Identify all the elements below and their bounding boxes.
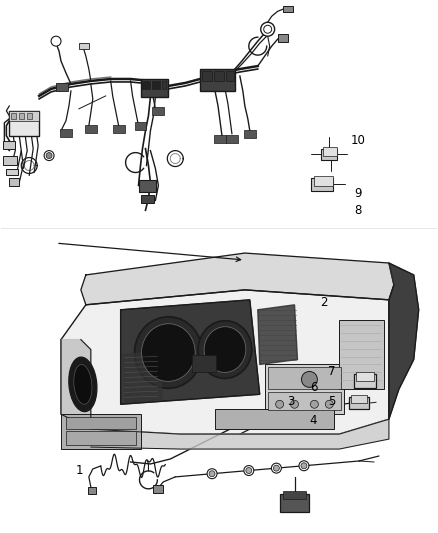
FancyBboxPatch shape [141,196,155,203]
Circle shape [311,400,318,408]
FancyBboxPatch shape [283,6,293,12]
FancyBboxPatch shape [279,494,309,512]
Polygon shape [91,419,389,449]
FancyBboxPatch shape [61,414,141,449]
Circle shape [276,400,283,408]
FancyBboxPatch shape [141,79,168,97]
FancyBboxPatch shape [56,83,68,91]
Ellipse shape [141,324,195,382]
FancyBboxPatch shape [314,176,333,187]
Polygon shape [81,253,394,305]
Text: 5: 5 [328,395,336,408]
Ellipse shape [134,317,202,389]
FancyBboxPatch shape [142,81,150,89]
FancyBboxPatch shape [11,113,16,119]
FancyBboxPatch shape [244,130,256,138]
Circle shape [246,467,252,473]
Text: 3: 3 [287,395,294,408]
FancyBboxPatch shape [162,81,166,89]
Circle shape [301,372,318,387]
FancyBboxPatch shape [202,71,212,81]
FancyBboxPatch shape [9,111,39,136]
Ellipse shape [198,321,252,378]
FancyBboxPatch shape [4,141,15,149]
Circle shape [272,463,281,473]
Text: 10: 10 [351,134,366,147]
FancyBboxPatch shape [113,125,124,133]
Circle shape [46,152,52,158]
FancyBboxPatch shape [192,354,216,373]
FancyBboxPatch shape [79,43,89,49]
Text: 6: 6 [310,381,317,394]
FancyBboxPatch shape [226,71,234,81]
FancyBboxPatch shape [9,179,19,187]
FancyBboxPatch shape [152,107,164,115]
Circle shape [325,400,333,408]
FancyBboxPatch shape [268,392,341,410]
Circle shape [244,465,254,475]
FancyBboxPatch shape [339,320,384,389]
FancyBboxPatch shape [138,181,156,192]
FancyBboxPatch shape [85,125,97,133]
Polygon shape [120,300,260,404]
Text: 2: 2 [320,296,327,309]
FancyBboxPatch shape [321,149,337,159]
Circle shape [290,400,298,408]
Circle shape [209,471,215,477]
Polygon shape [61,290,389,434]
FancyBboxPatch shape [66,417,135,429]
FancyBboxPatch shape [19,113,24,119]
Ellipse shape [74,365,92,404]
FancyBboxPatch shape [66,431,135,445]
Circle shape [207,469,217,479]
Text: 4: 4 [310,414,317,427]
Text: 1: 1 [76,464,84,477]
FancyBboxPatch shape [283,491,307,499]
FancyBboxPatch shape [152,81,160,89]
FancyBboxPatch shape [311,179,333,191]
FancyBboxPatch shape [9,111,39,121]
FancyBboxPatch shape [214,135,226,143]
FancyBboxPatch shape [4,156,17,165]
Polygon shape [61,340,91,429]
Text: 8: 8 [355,204,362,217]
Ellipse shape [69,357,97,411]
FancyBboxPatch shape [134,122,146,130]
FancyBboxPatch shape [323,147,337,156]
Ellipse shape [204,327,246,373]
FancyBboxPatch shape [226,135,238,143]
FancyBboxPatch shape [153,485,163,493]
Text: 9: 9 [354,187,362,200]
Polygon shape [123,352,162,402]
FancyBboxPatch shape [7,168,18,175]
FancyBboxPatch shape [27,113,32,119]
Text: 7: 7 [328,365,336,378]
Circle shape [51,36,61,46]
Polygon shape [389,263,419,419]
FancyBboxPatch shape [351,395,367,403]
FancyBboxPatch shape [265,365,344,414]
FancyBboxPatch shape [268,367,341,389]
Polygon shape [258,305,297,365]
FancyBboxPatch shape [354,375,376,389]
Circle shape [264,25,272,33]
FancyBboxPatch shape [88,487,96,494]
Circle shape [299,461,309,471]
Circle shape [301,463,307,469]
FancyBboxPatch shape [60,129,72,136]
Circle shape [261,22,275,36]
FancyBboxPatch shape [215,409,334,429]
FancyBboxPatch shape [214,71,224,81]
FancyBboxPatch shape [278,34,288,42]
Circle shape [44,151,54,160]
FancyBboxPatch shape [349,397,369,409]
FancyBboxPatch shape [356,373,374,382]
FancyBboxPatch shape [200,69,235,91]
Circle shape [273,465,279,471]
